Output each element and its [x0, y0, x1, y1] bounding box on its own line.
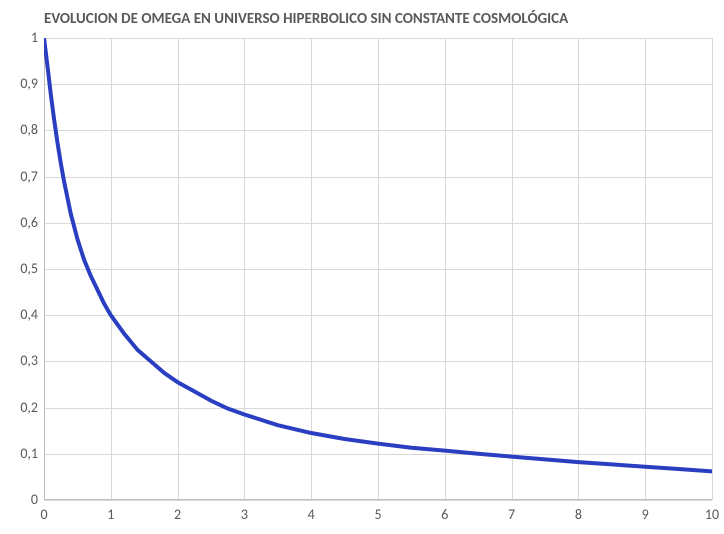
x-tick-label: 9 [630, 506, 660, 523]
x-tick-label: 7 [497, 506, 527, 523]
x-tick-label: 0 [29, 506, 59, 523]
y-tick-label: 0,5 [6, 260, 38, 277]
x-tick-label: 6 [430, 506, 460, 523]
y-tick-label: 0,3 [6, 352, 38, 369]
x-tick-label: 4 [296, 506, 326, 523]
x-tick-label: 2 [163, 506, 193, 523]
y-tick-label: 0,2 [6, 399, 38, 416]
x-tick-label: 8 [563, 506, 593, 523]
x-tick-label: 1 [96, 506, 126, 523]
chart-container: EVOLUCION DE OMEGA EN UNIVERSO HIPERBOLI… [0, 0, 724, 534]
y-tick-label: 0,4 [6, 306, 38, 323]
y-tick-label: 0,9 [6, 75, 38, 92]
x-tick-label: 10 [697, 506, 724, 523]
y-tick-label: 0,6 [6, 214, 38, 231]
gridline-horizontal [44, 500, 712, 501]
x-tick-label: 5 [363, 506, 393, 523]
x-tick-label: 3 [229, 506, 259, 523]
series-line [44, 38, 712, 500]
y-tick-label: 0 [6, 491, 38, 508]
gridline-vertical [712, 38, 713, 500]
y-tick-label: 0,7 [6, 168, 38, 185]
y-tick-label: 0,1 [6, 445, 38, 462]
y-tick-label: 1 [6, 29, 38, 46]
y-tick-label: 0,8 [6, 121, 38, 138]
chart-title: EVOLUCION DE OMEGA EN UNIVERSO HIPERBOLI… [44, 10, 568, 28]
plot-area: 01234567891000,10,20,30,40,50,60,70,80,9… [44, 38, 712, 500]
